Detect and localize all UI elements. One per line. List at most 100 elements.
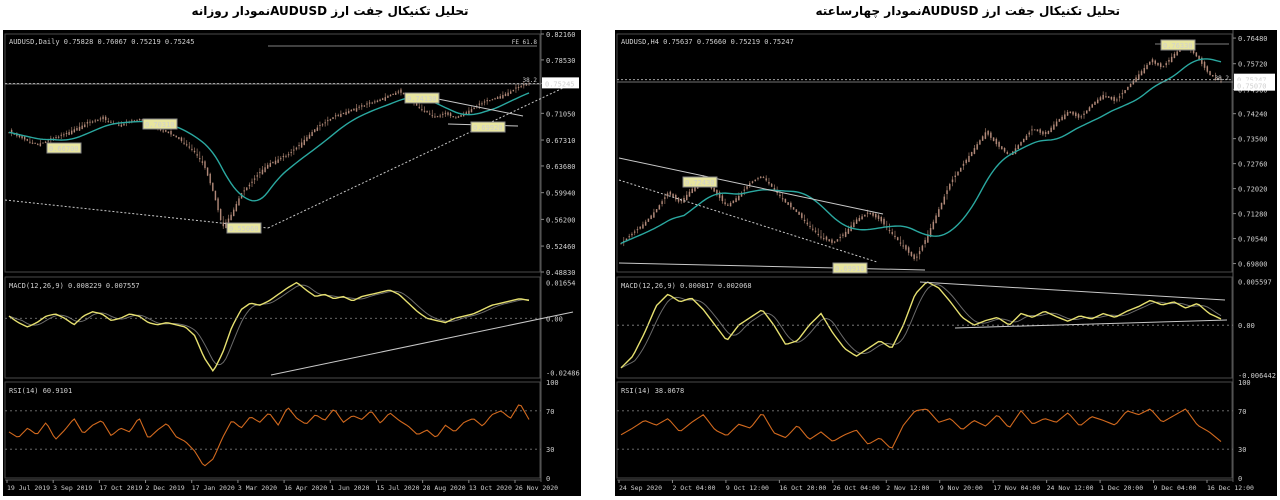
price-tick-label: 0.59940 [546, 190, 576, 198]
price-tick-label: 0.76480 [1238, 35, 1268, 43]
candle-body [358, 106, 360, 108]
candle-body [397, 91, 400, 93]
candle-body [298, 145, 300, 147]
price-pane-border [4, 33, 541, 273]
price-annotation-box [1160, 39, 1196, 51]
candle-body [902, 245, 904, 247]
trendline [618, 179, 878, 263]
candle-body [647, 218, 650, 222]
candle-body [1017, 145, 1020, 150]
candle-body [468, 110, 470, 115]
candle-body [935, 215, 937, 224]
candle-body [905, 245, 907, 250]
candle-body [973, 148, 976, 154]
candle-body [861, 216, 863, 220]
price-tick-label: 0.48830 [546, 269, 576, 277]
candle-body [724, 202, 726, 205]
candle-body [639, 226, 641, 229]
candle-body [489, 100, 491, 102]
candle-body [287, 154, 290, 156]
candle-body [94, 120, 96, 122]
candle-body [491, 99, 494, 101]
price-pane-title: AUDUSD,Daily 0.75828 0.76067 0.75219 0.7… [9, 38, 194, 46]
candle-body [1028, 132, 1030, 135]
candle-body [677, 197, 680, 202]
candle-body [55, 137, 57, 139]
candle-body [1173, 53, 1176, 59]
candle-body [1195, 52, 1198, 57]
candle-body [324, 122, 326, 124]
candle-body [1154, 60, 1156, 64]
candle-body [891, 232, 893, 234]
candle-body [78, 126, 81, 131]
candle-body [1124, 90, 1126, 94]
candle-body [97, 119, 99, 121]
candle-body [230, 214, 232, 221]
rsi-pane-border [616, 381, 1233, 479]
candle-body [334, 115, 337, 117]
h4-chart-svg: 0.764800.757200.749600.742400.735000.727… [616, 30, 1276, 492]
candle-body [515, 87, 517, 89]
candle-body [37, 144, 39, 146]
trendline [618, 262, 926, 271]
candle-body [23, 136, 26, 140]
time-tick-label: 16 Apr 2020 [284, 484, 327, 492]
candle-body [243, 190, 245, 192]
macd-tick-label: 0.005597 [1238, 279, 1272, 287]
candle-body [913, 254, 915, 260]
candle-body [910, 251, 913, 256]
candle-body [256, 175, 258, 177]
candle-body [1105, 96, 1107, 98]
candle-body [483, 101, 486, 103]
candle-body [820, 236, 822, 238]
price-tick-label: 0.71280 [1238, 211, 1268, 219]
candle-body [272, 161, 274, 164]
candle-body [1001, 146, 1003, 150]
candle-body [421, 109, 423, 111]
candle-body [1042, 131, 1044, 135]
candle-body [773, 188, 776, 190]
candle-body [308, 134, 311, 139]
candle-body [285, 155, 287, 157]
candle-body [792, 207, 795, 210]
candle-body [102, 116, 104, 120]
rsi-tick-label: 100 [546, 379, 559, 387]
candle-body [855, 219, 858, 224]
time-tick-label: 15 Jul 2020 [376, 484, 419, 492]
price-annotation-label: 0.55060 [229, 225, 259, 233]
candle-body [68, 132, 70, 135]
candle-body [172, 134, 175, 136]
trendline [267, 87, 564, 229]
prev-price-box [1234, 80, 1275, 91]
candle-body [801, 213, 803, 218]
candle-body [34, 142, 36, 144]
candle-body [196, 154, 198, 156]
candle-body [327, 120, 329, 122]
macd-tick-label: 0.01654 [546, 279, 576, 287]
price-tick-label: 0.52460 [546, 243, 576, 251]
candle-body [392, 93, 394, 96]
candle-body [509, 91, 512, 94]
candle-body [63, 134, 65, 136]
candle-body [470, 109, 473, 113]
candle-body [965, 159, 967, 164]
candle-body [259, 172, 261, 174]
candle-body [732, 200, 735, 204]
candle-body [481, 103, 483, 105]
candle-body [970, 152, 973, 157]
candle-body [1159, 63, 1162, 67]
candle-body [896, 237, 899, 241]
candle-body [251, 181, 253, 183]
candle-body [227, 218, 230, 225]
candle-body [371, 102, 373, 104]
price-tick-label: 0.67310 [546, 137, 576, 145]
rsi-line [620, 408, 1222, 449]
price-annotation-box [142, 118, 178, 130]
candle-body [353, 108, 355, 111]
macd-trendline [919, 281, 1226, 301]
time-tick-label: 26 Oct 04:00 [833, 484, 880, 492]
candle-body [1039, 129, 1041, 133]
candle-body [636, 229, 639, 231]
candle-body [1209, 71, 1211, 75]
time-tick-label: 17 Oct 2019 [99, 484, 142, 492]
